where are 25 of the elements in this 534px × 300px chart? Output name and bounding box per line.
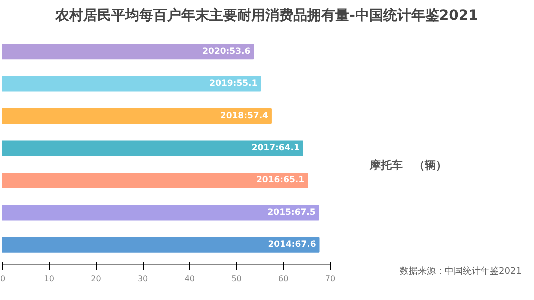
bar: [2, 205, 320, 221]
data-label: 2020:53.6: [202, 46, 251, 57]
data-label: 2016:65.1: [256, 176, 305, 186]
text: 摩托车 （辆）: [370, 158, 447, 174]
x-tick-label: 40: [184, 274, 196, 284]
bar: [2, 108, 272, 124]
data-label: 2015:67.5: [268, 208, 316, 218]
data-label: 2014:67.6: [268, 240, 316, 250]
data-label: 2017:64.1: [252, 144, 300, 154]
source-note: 数据来源：中国统计年鉴2021: [400, 266, 522, 279]
x-tick-label: 70: [325, 274, 336, 284]
bar: [2, 76, 262, 92]
data-label: 2019:55.1: [210, 79, 258, 90]
x-tick-label: 60: [278, 274, 289, 284]
bar: [2, 140, 304, 156]
chart-title: 农村居民平均每百户年末主要耐用消费品拥有量-中国统计年鉴2021: [56, 6, 478, 26]
bar: [2, 237, 320, 253]
bar: [2, 172, 308, 188]
x-tick-label: 50: [232, 274, 242, 284]
x-tick-label: 0: [0, 274, 6, 284]
bar: [2, 44, 254, 60]
data-label: 2018:57.4: [220, 111, 269, 122]
x-tick-label: 30: [138, 274, 148, 284]
x-tick-label: 10: [44, 274, 54, 284]
x-tick-label: 20: [91, 274, 102, 284]
